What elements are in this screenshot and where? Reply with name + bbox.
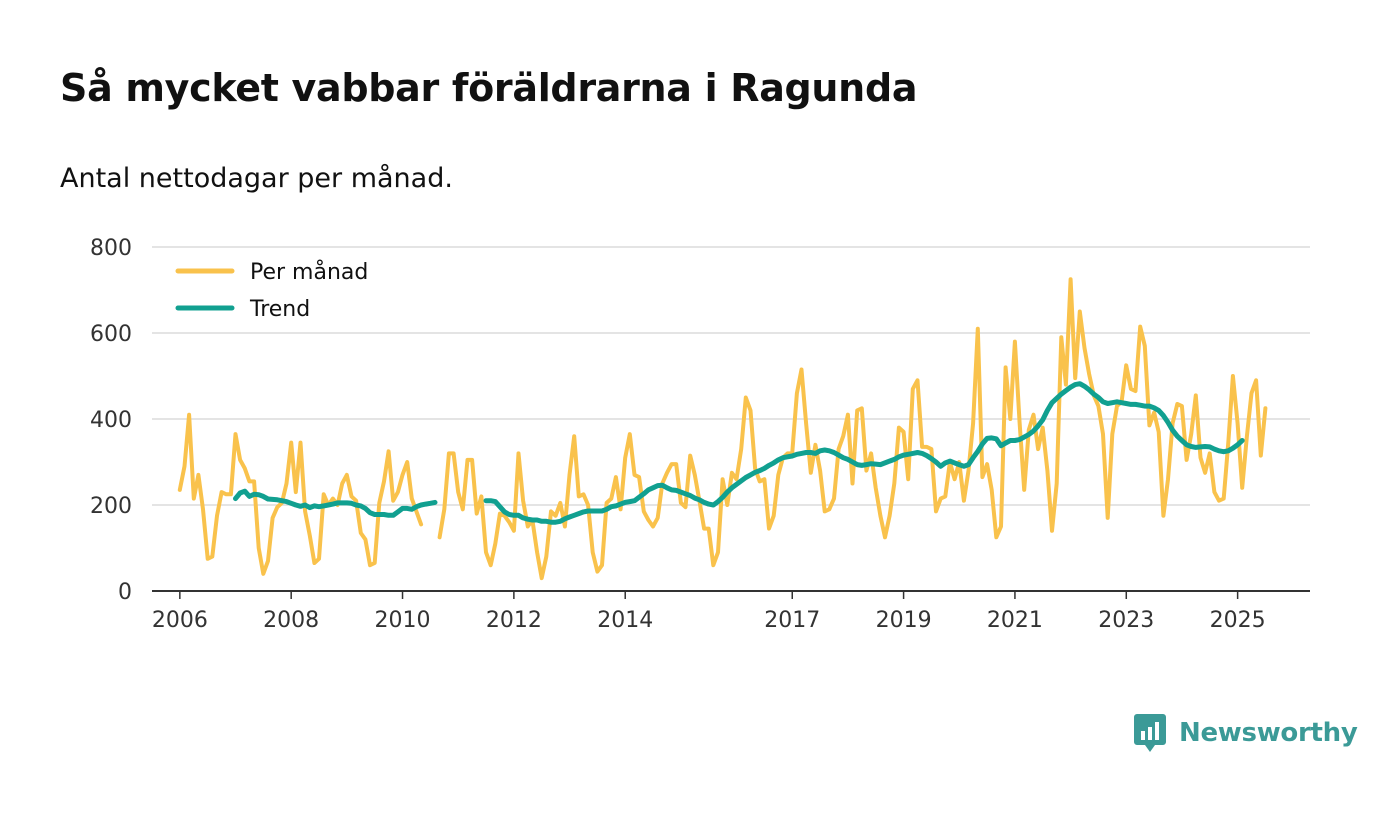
x-tick-label: 2008: [263, 608, 319, 633]
y-tick-label: 0: [118, 580, 132, 605]
legend-label: Trend: [249, 297, 310, 322]
series-line-per-manad: [177, 277, 1268, 581]
newsworthy-logo[interactable]: Newsworthy: [1133, 712, 1358, 754]
x-tick-label: 2019: [876, 608, 932, 633]
x-tick-label: 2017: [764, 608, 820, 633]
legend-label: Per månad: [250, 259, 368, 285]
y-tick-label: 200: [90, 494, 132, 519]
brand-name: Newsworthy: [1179, 718, 1358, 748]
legend: Per månad Trend: [170, 254, 386, 332]
y-axis-ticks: 0 200 400 600 800: [90, 236, 132, 605]
newsworthy-logo-icon: [1134, 714, 1166, 752]
series-lines: [177, 277, 1268, 581]
x-tick-label: 2010: [375, 608, 431, 633]
x-tick-label: 2021: [987, 608, 1043, 633]
x-tick-label: 2025: [1210, 608, 1266, 633]
y-tick-label: 800: [90, 236, 132, 261]
legend-background: [170, 254, 386, 332]
chart-title: Så mycket vabbar föräldrarna i Ragunda: [60, 66, 918, 110]
y-tick-label: 600: [90, 322, 132, 347]
x-axis-ticks: 2006 2008 2010 2012 2014 2017 2019 2021 2023 2025: [152, 591, 1266, 633]
x-tick-label: 2023: [1098, 608, 1154, 633]
x-tick-label: 2012: [486, 608, 542, 633]
x-tick-label: 2014: [597, 608, 653, 633]
y-tick-label: 400: [90, 408, 132, 433]
x-tick-label: 2006: [152, 608, 208, 633]
gridlines: [152, 246, 1310, 592]
series-line-trend: [233, 381, 1245, 525]
chart-subtitle: Antal nettodagar per månad.: [60, 163, 453, 194]
